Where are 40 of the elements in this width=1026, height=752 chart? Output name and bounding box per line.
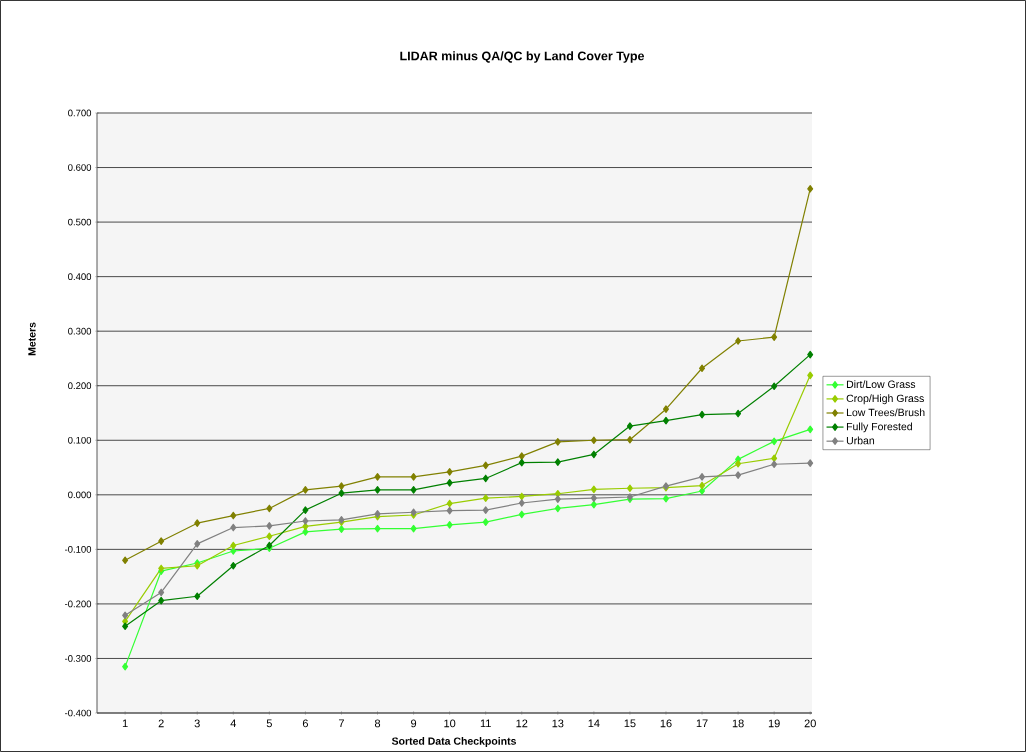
y-tick-label: -0.200	[64, 600, 92, 608]
x-tick-label: 16	[660, 719, 672, 728]
x-tick-label: 19	[768, 719, 780, 728]
y-tick-label: 0.600	[68, 164, 92, 171]
legend-label: Dirt/Low Grass	[846, 380, 916, 388]
chart-title: LIDAR minus QA/QC by Land Cover Type	[400, 51, 645, 63]
legend-label: Low Trees/Brush	[846, 408, 925, 417]
y-tick-label: 0.200	[68, 382, 92, 390]
legend-label: Urban	[846, 436, 875, 445]
x-tick-label: 5	[266, 719, 272, 728]
x-tick-label: 3	[194, 719, 200, 728]
y-tick-label: -0.400	[64, 709, 92, 717]
x-tick-label: 12	[516, 719, 528, 728]
x-tick-label: 6	[302, 719, 308, 728]
y-tick-label: -0.100	[64, 545, 92, 553]
legend-label: Fully Forested	[846, 422, 912, 433]
x-tick-label: 11	[480, 719, 491, 728]
x-tick-label: 1	[122, 719, 128, 728]
y-tick-label: 0.500	[68, 218, 92, 226]
x-axis-title: Sorted Data Checkpoints	[391, 737, 516, 747]
y-tick-label: 0.100	[68, 436, 92, 444]
x-tick-label: 2	[158, 719, 164, 728]
x-tick-label: 4	[230, 719, 237, 728]
legend-label: Crop/High Grass	[846, 394, 924, 405]
y-tick-label: 0.000	[68, 491, 92, 499]
x-tick-label: 10	[444, 719, 456, 728]
x-tick-label: 15	[624, 719, 636, 728]
x-tick-label: 13	[552, 719, 564, 728]
x-tick-label: 17	[696, 719, 708, 728]
x-tick-label: 18	[732, 719, 744, 728]
y-tick-label: 0.300	[68, 327, 92, 335]
y-tick-label: 0.700	[68, 109, 92, 117]
y-tick-label: -0.300	[64, 655, 92, 662]
x-tick-label: 9	[411, 719, 417, 728]
x-tick-label: 8	[374, 719, 381, 728]
x-tick-label: 14	[588, 719, 600, 728]
x-tick-label: 20	[804, 719, 816, 728]
x-tick-label: 7	[338, 719, 344, 728]
y-tick-label: 0.400	[68, 273, 92, 280]
y-axis-title: Meters	[28, 322, 36, 356]
